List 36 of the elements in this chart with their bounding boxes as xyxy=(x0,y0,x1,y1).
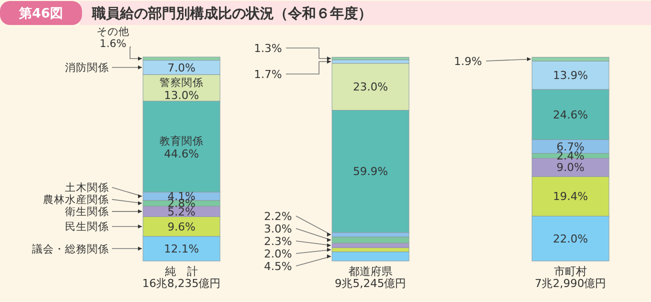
data-label: 59.9% xyxy=(353,165,388,178)
data-label: 3.0% xyxy=(264,222,292,236)
x-tick-label: 純 計 16兆8,235億円 xyxy=(142,265,221,290)
text: 第46図 xyxy=(18,6,64,22)
text: 農林水産関係 xyxy=(43,193,109,206)
data-label: 4.5% xyxy=(264,260,292,273)
series-label: 警察関係 xyxy=(160,76,204,89)
data-label: 2.3% xyxy=(264,234,292,248)
data-label: 1.3% xyxy=(254,42,282,55)
chart-title: 職員給の部門別構成比の状況（令和６年度） xyxy=(91,4,372,22)
data-label: 9.0% xyxy=(556,161,584,174)
data-label: 24.6% xyxy=(553,108,588,122)
data-label: 23.0% xyxy=(353,80,388,94)
text: 衛生関係 xyxy=(65,205,109,218)
data-label: 1.9% xyxy=(454,54,482,68)
data-label: 12.1% xyxy=(164,242,199,256)
x-tick-label: 市町村 7兆2,990億円 xyxy=(534,265,606,290)
data-label: 44.6% xyxy=(164,148,199,161)
text: 民生関係 xyxy=(65,220,109,234)
data-label: 1.7% xyxy=(254,68,282,81)
data-label: 1.6% xyxy=(100,38,126,50)
data-label: 22.0% xyxy=(553,232,588,246)
x-tick-label: 都道府県 9兆5,245億円 xyxy=(334,265,406,290)
series-label: 教育関係 xyxy=(160,134,204,148)
data-label: 19.4% xyxy=(553,190,588,204)
data-label: 7.0% xyxy=(168,61,196,74)
text: 消防関係 xyxy=(65,61,109,74)
text: 議会・総務関係 xyxy=(32,242,109,256)
data-label: 13.0% xyxy=(164,88,199,102)
text: その他 xyxy=(96,26,130,38)
data-label: 2.2% xyxy=(264,210,292,223)
text: 土木関係 xyxy=(65,181,109,194)
data-label: 9.6% xyxy=(168,220,196,234)
data-label: 2.4% xyxy=(556,150,584,163)
data-label: 13.9% xyxy=(553,69,588,82)
data-label: 2.0% xyxy=(264,247,292,260)
